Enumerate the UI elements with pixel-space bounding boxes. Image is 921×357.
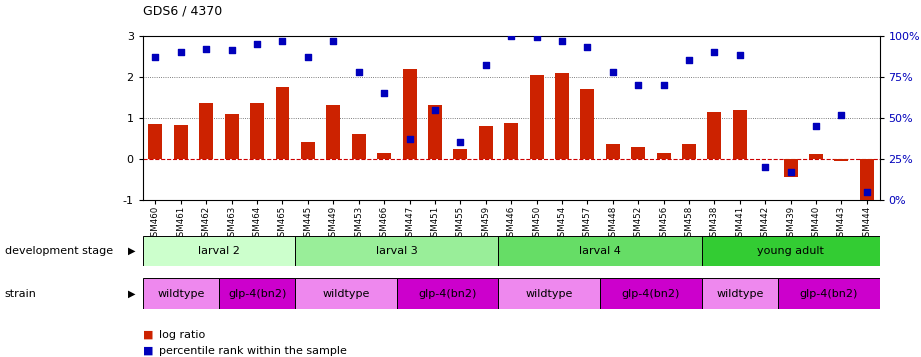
Bar bbox=[479, 126, 493, 159]
Bar bbox=[199, 104, 214, 159]
Bar bbox=[733, 110, 747, 159]
Text: wildtype: wildtype bbox=[322, 288, 369, 299]
Bar bbox=[860, 159, 874, 212]
Bar bbox=[251, 104, 264, 159]
Text: development stage: development stage bbox=[5, 246, 112, 256]
Bar bbox=[296, 278, 397, 309]
Point bbox=[199, 46, 214, 52]
Point bbox=[732, 52, 747, 58]
Point bbox=[453, 140, 468, 145]
Bar bbox=[397, 278, 498, 309]
Text: glp-4(bn2): glp-4(bn2) bbox=[622, 288, 680, 299]
Text: ▶: ▶ bbox=[128, 246, 135, 256]
Text: glp-4(bn2): glp-4(bn2) bbox=[799, 288, 858, 299]
Bar bbox=[834, 159, 848, 161]
Text: larval 2: larval 2 bbox=[198, 246, 239, 256]
Bar bbox=[555, 72, 569, 159]
Bar bbox=[225, 114, 239, 159]
Bar bbox=[402, 69, 416, 159]
Bar bbox=[504, 123, 519, 159]
Bar bbox=[453, 149, 467, 159]
Point bbox=[530, 35, 544, 40]
Point bbox=[427, 107, 442, 112]
Bar bbox=[702, 236, 880, 266]
Bar bbox=[148, 124, 162, 159]
Text: glp-4(bn2): glp-4(bn2) bbox=[227, 288, 286, 299]
Bar bbox=[498, 278, 600, 309]
Point bbox=[377, 90, 391, 96]
Text: glp-4(bn2): glp-4(bn2) bbox=[418, 288, 477, 299]
Text: GDS6 / 4370: GDS6 / 4370 bbox=[143, 5, 222, 18]
Bar bbox=[143, 278, 219, 309]
Bar bbox=[682, 145, 696, 159]
Point bbox=[478, 62, 493, 68]
Text: strain: strain bbox=[5, 288, 37, 299]
Point bbox=[173, 49, 188, 55]
Bar bbox=[657, 153, 670, 159]
Text: young adult: young adult bbox=[757, 246, 824, 256]
Bar bbox=[219, 278, 296, 309]
Point bbox=[631, 82, 646, 88]
Point bbox=[859, 189, 874, 195]
Text: ■: ■ bbox=[143, 346, 153, 356]
Point bbox=[809, 123, 823, 129]
Point bbox=[783, 169, 798, 175]
Bar bbox=[498, 236, 702, 266]
Bar bbox=[778, 278, 880, 309]
Bar bbox=[301, 142, 315, 159]
Bar bbox=[326, 105, 340, 159]
Point bbox=[758, 164, 773, 170]
Bar bbox=[143, 236, 296, 266]
Bar bbox=[174, 125, 188, 159]
Text: ■: ■ bbox=[143, 330, 153, 340]
Point bbox=[580, 44, 595, 50]
Text: log ratio: log ratio bbox=[159, 330, 205, 340]
Point bbox=[148, 54, 163, 60]
Bar bbox=[377, 153, 391, 159]
Bar bbox=[631, 146, 646, 159]
Point bbox=[351, 69, 366, 75]
Point bbox=[326, 38, 341, 44]
Bar bbox=[530, 75, 543, 159]
Point bbox=[834, 112, 849, 117]
Point bbox=[707, 49, 722, 55]
Point bbox=[225, 47, 239, 53]
Point bbox=[657, 82, 671, 88]
Bar bbox=[606, 145, 620, 159]
Text: wildtype: wildtype bbox=[526, 288, 573, 299]
Bar bbox=[707, 112, 721, 159]
Text: percentile rank within the sample: percentile rank within the sample bbox=[159, 346, 347, 356]
Bar bbox=[784, 159, 798, 177]
Point bbox=[605, 69, 620, 75]
Point bbox=[682, 57, 696, 63]
Bar bbox=[428, 105, 442, 159]
Point bbox=[250, 41, 264, 47]
Bar bbox=[275, 87, 289, 159]
Point bbox=[402, 136, 417, 142]
Text: larval 3: larval 3 bbox=[376, 246, 418, 256]
Point bbox=[300, 54, 315, 60]
Point bbox=[554, 38, 569, 44]
Text: wildtype: wildtype bbox=[717, 288, 764, 299]
Bar bbox=[352, 134, 366, 159]
Text: ▶: ▶ bbox=[128, 288, 135, 299]
Bar bbox=[600, 278, 702, 309]
Point bbox=[504, 33, 519, 39]
Point bbox=[275, 38, 290, 44]
Bar bbox=[580, 89, 594, 159]
Bar bbox=[809, 154, 823, 159]
Text: wildtype: wildtype bbox=[157, 288, 204, 299]
Text: larval 4: larval 4 bbox=[579, 246, 621, 256]
Bar bbox=[702, 278, 778, 309]
Bar bbox=[296, 236, 498, 266]
